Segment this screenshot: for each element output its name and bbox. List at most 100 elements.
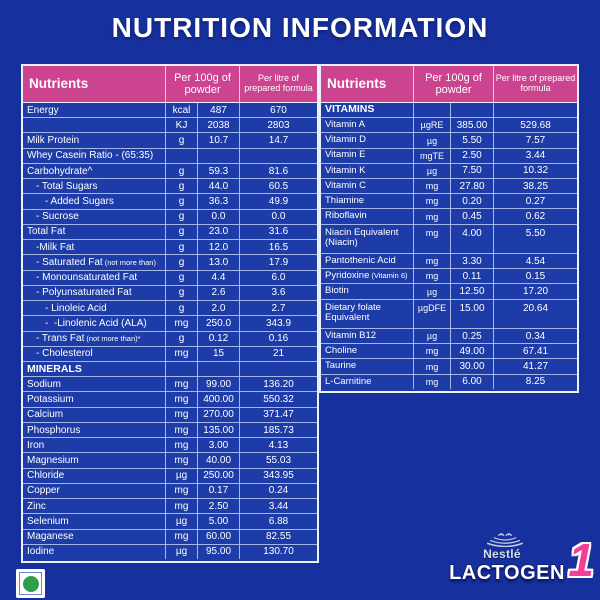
nutrient-row: Iodine µg 95.00 130.70 [23,544,317,560]
nutrient-value: 49.9 [268,196,289,208]
nutrient-row: Copper mg 0.17 0.24 [23,483,317,500]
nutrient-unit: mg [166,316,198,331]
nutrient-unit: mg [166,377,198,392]
nutrient-row: Niacin Equivalent (Niacin) mg 4.00 5.50 [321,224,577,255]
nutrient-value: 99.00 [198,377,240,392]
nutrient-value: 44.0 [198,179,240,194]
nutrient-value: 0.0 [271,211,286,223]
nutrient-row: Riboflavin mg 0.45 0.62 [321,209,577,225]
nestle-wordmark: Nestlé [483,547,521,561]
nutrient-value: 2.50 [451,148,494,163]
nutrient-unit [166,148,198,163]
nutrient-name: Dietary folate Equivalent [321,299,414,329]
nutrient-row: Chloride µg 250.00 343.95 [23,468,317,484]
nutrient-name: Choline [321,344,414,359]
nutrient-value: 17.20 [522,286,549,298]
nutrient-value: 7.57 [525,135,546,146]
nutrient-unit: g [166,301,198,316]
nutrient-value: 0.0 [198,209,240,224]
nutrient-row: Phosphorus mg 135.00 185.73 [23,422,317,439]
nutrient-name: -Milk Fat [23,240,166,255]
nutrient-name: Carbohydrate^ [23,163,166,179]
nutrient-name: - Polyunsaturated Fat [23,285,166,301]
nutrient-value: 60.5 [268,180,289,192]
nutrient-name: Pyridoxine (Vitamin 6) [321,269,414,284]
nutrient-value: 0.24 [268,485,289,497]
nutrient-unit: mg [166,499,198,514]
nutrient-name: Iron [23,438,166,453]
nutrient-row: Whey Casein Ratio - (65:35) [23,148,317,164]
nutrient-value: 5.50 [451,133,494,148]
nutrient-name: Energy [23,103,166,118]
nutrient-value: 2.0 [198,301,240,316]
header-nutrients: Nutrients [23,66,166,102]
nutrient-unit [414,103,451,118]
nutrient-row: Thiamine mg 0.20 0.27 [321,194,577,210]
nutrient-value: 36.3 [198,194,240,209]
nutrient-name: Total Fat [23,224,166,240]
nutrient-unit: g [166,270,198,285]
nutrient-value: 95.00 [198,544,240,560]
nutrient-unit: µg [414,163,451,179]
nutrient-row: Biotin µg 12.50 17.20 [321,284,577,300]
header-per-litre: Per litre of prepared formula [495,73,576,93]
nutrient-value: 0.34 [525,330,546,342]
nutrient-value: 0.17 [198,483,240,499]
nutrient-value: 250.00 [198,468,240,483]
nutrient-row: Sodium mg 99.00 136.20 [23,377,317,393]
nutrient-value: 4.00 [451,224,494,254]
nutrient-name: Vitamin A [321,118,414,133]
nutrient-unit [166,361,198,377]
nutrient-value: 0.12 [198,331,240,346]
nutrient-value: 343.95 [263,470,294,482]
nutrient-name: Magnesium [23,453,166,468]
nutrient-row: Maganese mg 60.00 82.55 [23,529,317,545]
nutrient-unit: mg [414,374,451,389]
nutrient-row: Taurine mg 30.00 41.27 [321,359,577,375]
nutrient-unit: mg [166,346,198,361]
nutrient-unit: g [166,255,198,270]
nutrient-value: 400.00 [198,392,240,407]
nutrient-unit: mg [166,438,198,453]
nutrient-name: Potassium [23,392,166,407]
nutrient-value: 10.7 [198,133,240,148]
nutrient-value: 4.4 [198,270,240,285]
nutrient-name: Biotin [321,284,414,299]
nutrient-value: 2803 [267,119,290,131]
nutrient-unit: mg [414,209,451,224]
nutrient-value [240,149,317,163]
nutrient-value: 3.44 [525,150,546,162]
nutrient-value: 0.11 [451,269,494,284]
nutrient-value: 59.3 [198,163,240,179]
nutrient-row: - -Linolenic Acid (ALA) mg 250.0 343.9 [23,316,317,332]
nutrient-value: 0.27 [525,195,546,207]
nutrient-value: 41.27 [522,361,549,373]
nutrient-name: Selenium [23,514,166,529]
nutrient-name: Vitamin B12 [321,329,414,344]
nutrient-unit: mg [166,529,198,544]
nutrient-value: 3.6 [271,287,286,299]
nutrient-value: 250.0 [198,316,240,331]
nutrient-row: - Total Sugars g 44.0 60.5 [23,179,317,195]
nutrient-row: - Linoleic Acid g 2.0 2.7 [23,301,317,317]
nutrient-name: Niacin Equivalent (Niacin) [321,224,414,254]
nutrient-row: Magnesium mg 40.00 55.03 [23,453,317,469]
nutrient-unit: mg [414,254,451,269]
nutrient-value: 31.6 [268,226,289,238]
nutrient-unit: mg [166,483,198,499]
nutrient-row: - Saturated Fat (not more than) g 13.0 17.9 [23,255,317,271]
nutrient-unit: mg [414,194,451,209]
nutrient-value: 2.50 [198,499,240,514]
nutrient-name: Zinc [23,499,166,514]
table-body-left: Energy kcal 487 670 KJ 2038 2803 Milk Protein g 1… [23,103,317,560]
nutrient-name: - Saturated Fat (not more than) [23,255,166,270]
nutrient-value: 0.16 [268,333,289,345]
nutrient-value [198,361,240,377]
nutrient-row: Vitamin B12 µg 0.25 0.34 [321,329,577,345]
nutrient-name: - Total Sugars [23,179,166,194]
table-header: Nutrients Per 100g of powder Per litre o… [23,66,317,103]
lactogen-wordmark: LACTOGEN [449,562,565,584]
